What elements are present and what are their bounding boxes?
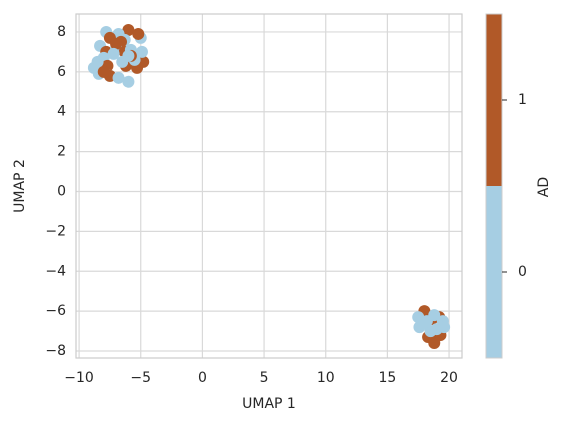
colorbar-label: AD <box>536 177 552 197</box>
x-axis-label: UMAP 1 <box>242 396 296 412</box>
y-tick-label: 2 <box>57 144 66 160</box>
y-tick-label: −2 <box>45 223 66 239</box>
scatter-point <box>122 23 135 36</box>
scatter-point <box>112 71 125 84</box>
scatter-point <box>430 323 443 336</box>
scatter-point <box>132 27 145 40</box>
y-axis-label: UMAP 2 <box>12 159 28 213</box>
scatter-point <box>428 309 441 322</box>
scatter-point <box>122 75 135 88</box>
colorbar-segment <box>486 186 502 358</box>
colorbar-tick-label: 0 <box>518 264 527 280</box>
scatter-point <box>110 37 123 50</box>
scatter-point <box>97 65 110 78</box>
colorbar-tick-label: 1 <box>518 92 527 108</box>
scatter-point <box>122 49 135 62</box>
scatter-point <box>135 45 148 58</box>
colorbar-segment <box>486 14 502 186</box>
x-tick-label: 0 <box>198 370 207 386</box>
y-tick-label: 4 <box>57 104 66 120</box>
scatter-point <box>417 317 430 330</box>
x-tick-label: −5 <box>130 370 151 386</box>
colorbar-frame <box>485 13 503 359</box>
x-tick-label: 10 <box>317 370 335 386</box>
y-tick-label: −8 <box>45 343 66 359</box>
x-tick-label: 15 <box>378 370 396 386</box>
y-tick-label: 8 <box>57 24 66 40</box>
plot-frame <box>75 13 463 359</box>
y-tick-label: 6 <box>57 64 66 80</box>
x-tick-label: −10 <box>64 370 94 386</box>
scatter-point <box>107 47 120 60</box>
y-tick-label: −4 <box>45 263 66 279</box>
y-tick-label: −6 <box>45 303 66 319</box>
x-tick-label: 5 <box>260 370 269 386</box>
y-tick-label: 0 <box>57 183 66 199</box>
x-tick-label: 20 <box>440 370 458 386</box>
